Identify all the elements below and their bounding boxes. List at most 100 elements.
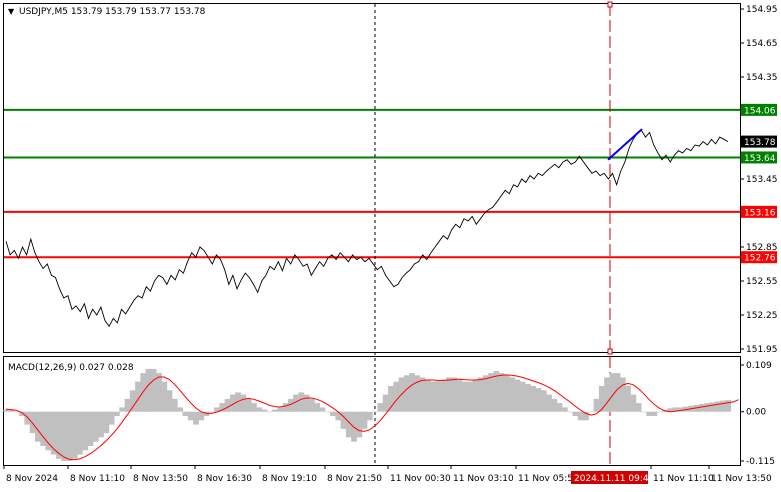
green-level-1-tag-label: 154.06 bbox=[744, 106, 776, 116]
macd-histogram-bar bbox=[240, 394, 247, 412]
macd-histogram-bar bbox=[61, 411, 67, 461]
macd-histogram-bar bbox=[388, 386, 394, 412]
macd-histogram-bar bbox=[577, 411, 584, 421]
macd-histogram-bar bbox=[630, 394, 637, 412]
macd-histogram-bar bbox=[98, 411, 104, 438]
macd-histogram-bar bbox=[266, 411, 273, 413]
macd-histogram-bar bbox=[451, 377, 457, 412]
time-axis-label: 8 Nov 11:10 bbox=[70, 474, 125, 484]
macd-histogram-bar bbox=[224, 398, 231, 412]
macd-histogram-bar bbox=[551, 398, 558, 412]
macd-histogram-bar bbox=[319, 407, 326, 412]
macd-histogram-bar bbox=[13, 411, 20, 413]
macd-histogram-bar bbox=[193, 411, 199, 425]
macd-histogram-bar bbox=[651, 411, 658, 416]
macd-histogram-bar bbox=[87, 411, 94, 446]
trendline-segment[interactable] bbox=[607, 128, 643, 161]
time-axis-label: 11 Nov 05:50 bbox=[518, 474, 579, 484]
macd-histogram-bar bbox=[372, 411, 378, 413]
red-level-1-tag-label: 153.16 bbox=[744, 208, 776, 218]
macd-histogram-bar bbox=[198, 411, 205, 421]
macd-histogram-bar bbox=[161, 381, 168, 412]
macd-histogram-bar bbox=[219, 403, 226, 412]
macd-histogram-bar bbox=[546, 394, 552, 412]
macd-histogram-bar bbox=[409, 373, 415, 412]
macd-histogram-bar bbox=[583, 411, 589, 421]
macd-histogram-bar bbox=[45, 411, 52, 451]
macd-histogram-bar bbox=[488, 373, 494, 412]
macd-histogram-bar bbox=[720, 400, 726, 412]
macd-histogram-bar bbox=[598, 386, 605, 412]
macd-signal-line bbox=[5, 374, 739, 461]
macd-histogram-bar bbox=[361, 411, 368, 429]
macd-histogram-bar bbox=[282, 403, 289, 412]
macd-histogram-bar bbox=[293, 394, 299, 412]
macd-histogram-bar bbox=[235, 392, 241, 412]
macd-histogram-bar bbox=[82, 411, 89, 451]
macd-histogram-bar bbox=[535, 388, 542, 412]
red-level-1-tag bbox=[741, 205, 777, 218]
macd-histogram-bar bbox=[314, 403, 320, 412]
macd-histogram-bar bbox=[119, 407, 125, 412]
macd-histogram-bar bbox=[562, 407, 568, 412]
highlighted-time-tag bbox=[571, 471, 648, 484]
macd-histogram-bar bbox=[472, 379, 479, 412]
macd-histogram-bar bbox=[367, 411, 373, 421]
macd-histogram-bar bbox=[214, 407, 220, 412]
macd-histogram-bar bbox=[256, 407, 262, 412]
macd-histogram-bar bbox=[467, 381, 473, 412]
macd-histogram-bar bbox=[177, 407, 183, 412]
macd-histogram-bar bbox=[519, 381, 526, 412]
macd-histogram-bar bbox=[24, 411, 31, 425]
macd-histogram-bar bbox=[635, 403, 642, 412]
macd-histogram-bar bbox=[156, 373, 162, 412]
highlighted-time-label: 2024.11.11 09:45 bbox=[574, 474, 654, 484]
macd-histogram-bar bbox=[625, 386, 631, 412]
macd-histogram-bar bbox=[182, 411, 189, 416]
red-level-2-tag-label: 152.76 bbox=[744, 254, 776, 264]
macd-histogram-bar bbox=[277, 407, 284, 412]
macd-histogram-bar bbox=[646, 411, 652, 416]
macd-histogram-bar bbox=[93, 411, 99, 442]
macd-histogram-bar bbox=[609, 373, 616, 412]
macd-histogram-bar bbox=[345, 411, 352, 438]
macd-histogram-bar bbox=[3, 409, 10, 412]
macd-histogram-bar bbox=[504, 375, 510, 412]
macd-histogram-bar bbox=[8, 410, 15, 412]
macd-histogram-bar bbox=[430, 381, 436, 412]
macd-histogram-bar bbox=[324, 411, 331, 413]
macd-histogram-bar bbox=[482, 375, 489, 412]
current-price-label: 153.78 bbox=[744, 138, 776, 148]
macd-histogram-bar bbox=[124, 398, 131, 412]
price-axis-label: 154.95 bbox=[746, 5, 778, 15]
green-level-2-tag-label: 153.64 bbox=[744, 154, 776, 164]
red-level-2-tag bbox=[741, 251, 777, 264]
macd-histogram-bar bbox=[103, 411, 110, 434]
macd-histogram-bar bbox=[641, 411, 647, 413]
macd-histogram-bar bbox=[667, 408, 674, 412]
macd-histogram-bar bbox=[440, 379, 447, 412]
price-axis-label: 152.55 bbox=[746, 277, 778, 287]
macd-histogram-bar bbox=[356, 411, 363, 438]
macd-histogram-bar bbox=[604, 377, 610, 412]
time-axis-label: 8 Nov 16:30 bbox=[197, 474, 252, 484]
macd-histogram-bar bbox=[172, 398, 178, 412]
macd-histogram-bar bbox=[187, 411, 194, 421]
collapse-arrow-icon[interactable]: ▼ bbox=[8, 7, 15, 16]
macd-histogram-bar bbox=[493, 371, 500, 412]
macd-histogram-bar bbox=[514, 379, 521, 412]
macd-histogram-bar bbox=[230, 394, 236, 412]
macd-histogram-bar bbox=[588, 411, 594, 413]
macd-histogram-bar bbox=[530, 386, 537, 412]
macd-histogram-bar bbox=[435, 380, 442, 412]
macd-histogram-bar bbox=[114, 411, 120, 416]
macd-histogram-bar bbox=[567, 411, 573, 413]
current-price-tag bbox=[741, 135, 777, 148]
time-marker-handle[interactable] bbox=[607, 1, 613, 8]
macd-histogram-bar bbox=[704, 403, 710, 412]
macd-histogram-bar bbox=[335, 411, 342, 421]
time-marker-handle[interactable] bbox=[607, 348, 613, 355]
macd-histogram-bar bbox=[403, 375, 410, 412]
